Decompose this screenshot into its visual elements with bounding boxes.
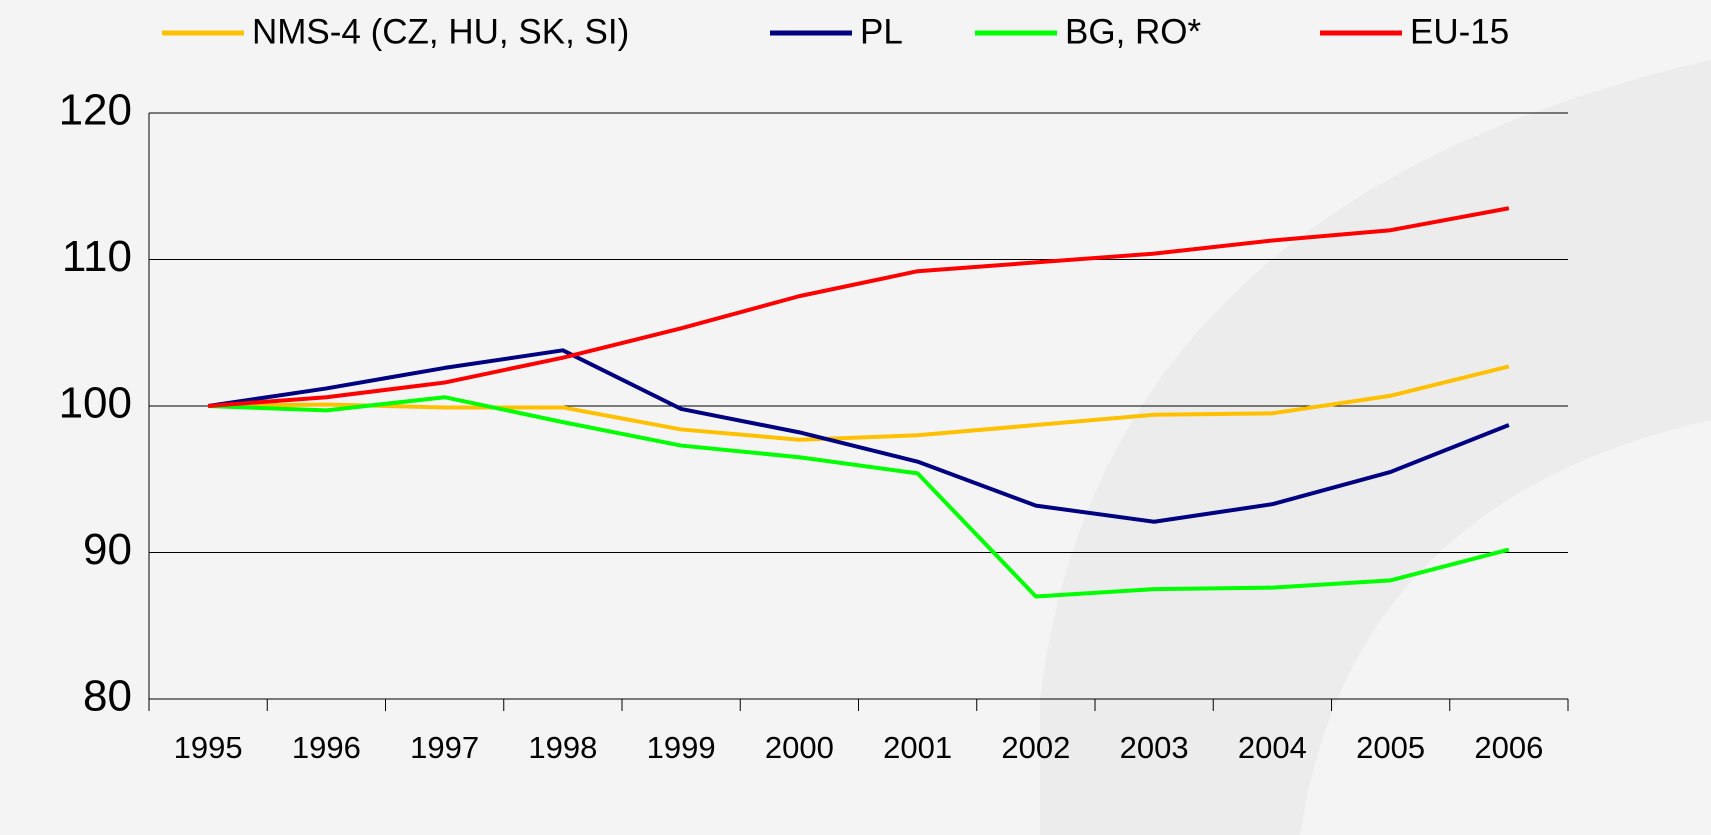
- y-tick-label: 110: [62, 232, 132, 281]
- y-tick-label: 80: [83, 672, 132, 721]
- x-tick-label: 1998: [528, 730, 597, 765]
- x-tick-label: 2003: [1120, 730, 1189, 765]
- legend-label: BG, RO*: [1065, 12, 1202, 51]
- series-line: [208, 364, 1510, 442]
- x-tick-label: 2006: [1474, 730, 1543, 765]
- x-tick-label: 1997: [410, 730, 479, 765]
- x-tick-label: 2001: [883, 730, 952, 765]
- x-tick-label: 2005: [1356, 730, 1425, 765]
- background-arc-inner: [1300, 420, 1711, 835]
- x-tick-label: 1995: [174, 730, 243, 765]
- legend-label: NMS-4 (CZ, HU, SK, SI): [252, 12, 629, 51]
- x-tick-label: 2004: [1238, 730, 1307, 765]
- x-tick-label: 1996: [292, 730, 361, 765]
- legend-label: PL: [860, 12, 903, 51]
- y-tick-label: 120: [59, 86, 132, 135]
- series-line: [207, 348, 1510, 524]
- x-tick-label: 2000: [765, 730, 834, 765]
- legend-label: EU-15: [1410, 12, 1509, 51]
- y-tick-label: 90: [83, 525, 132, 574]
- x-tick-label: 1999: [647, 730, 716, 765]
- series-line: [207, 206, 1510, 408]
- x-tick-label: 2002: [1001, 730, 1070, 765]
- y-tick-label: 100: [59, 379, 132, 428]
- series-line: [208, 395, 1510, 599]
